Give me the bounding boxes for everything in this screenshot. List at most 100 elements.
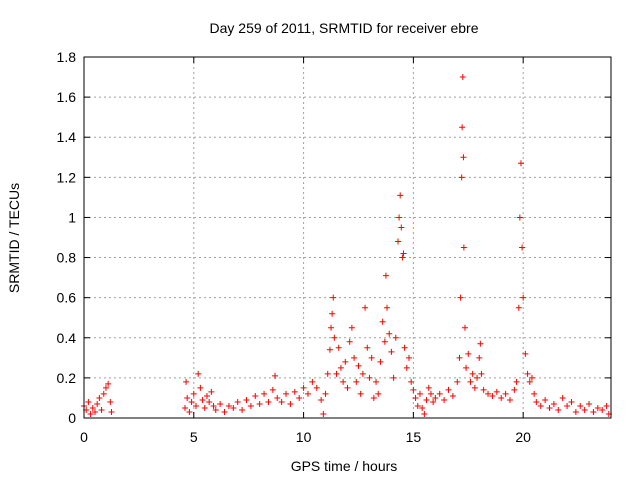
plot-frame	[83, 56, 612, 419]
data-point	[328, 324, 335, 331]
data-point	[493, 388, 500, 395]
data-point	[384, 304, 391, 311]
data-point	[85, 398, 92, 405]
data-point	[517, 160, 524, 167]
data-point	[326, 346, 333, 353]
data-point	[559, 394, 566, 401]
data-point	[370, 394, 377, 401]
data-point	[568, 398, 575, 405]
data-point	[105, 380, 112, 387]
data-point	[436, 390, 443, 397]
data-point	[261, 390, 268, 397]
data-point	[291, 388, 298, 395]
data-point	[256, 400, 263, 407]
data-point	[425, 384, 432, 391]
data-point	[449, 392, 456, 399]
data-point	[392, 334, 399, 341]
data-point	[467, 378, 474, 385]
data-point	[400, 250, 407, 257]
data-point	[313, 384, 320, 391]
data-point	[309, 378, 316, 385]
data-point	[542, 396, 549, 403]
y-axis-label: SRMTID / TECUs	[6, 183, 22, 293]
data-point	[225, 402, 232, 409]
data-point	[340, 378, 347, 385]
x-axis-label: GPS time / hours	[291, 458, 398, 474]
data-point	[272, 372, 279, 379]
data-point	[594, 404, 601, 411]
data-point	[192, 402, 199, 409]
data-point	[274, 394, 281, 401]
data-point	[182, 404, 189, 411]
data-point	[515, 304, 522, 311]
y-tick-label: 0.6	[57, 290, 77, 306]
data-point	[476, 354, 483, 361]
data-point	[221, 408, 228, 415]
data-point	[408, 378, 415, 385]
data-point	[430, 398, 437, 405]
grid	[84, 57, 611, 418]
data-point	[516, 214, 523, 221]
data-point	[388, 348, 395, 355]
data-point	[300, 384, 307, 391]
y-tick-label: 1	[68, 209, 76, 225]
data-point	[414, 402, 421, 409]
data-point	[206, 398, 213, 405]
data-point	[461, 324, 468, 331]
data-point	[87, 410, 94, 417]
data-point	[199, 396, 206, 403]
data-point	[230, 404, 237, 411]
data-point	[89, 404, 96, 411]
data-point	[102, 384, 109, 391]
data-point	[463, 364, 470, 371]
data-points	[81, 74, 612, 417]
data-point	[208, 388, 215, 395]
data-point	[324, 370, 331, 377]
data-point	[395, 238, 402, 245]
data-point	[342, 358, 349, 365]
data-point	[320, 410, 327, 417]
data-point	[337, 364, 344, 371]
data-point	[269, 386, 276, 393]
data-point	[373, 378, 380, 385]
data-point	[375, 390, 382, 397]
data-point	[364, 344, 371, 351]
data-point	[454, 378, 461, 385]
data-point	[460, 154, 467, 161]
data-point	[382, 272, 389, 279]
data-point	[603, 402, 610, 409]
data-point	[265, 398, 272, 405]
data-point	[533, 398, 540, 405]
data-point	[460, 244, 467, 251]
data-point	[195, 370, 202, 377]
data-point	[344, 384, 351, 391]
data-point	[287, 400, 294, 407]
data-point	[212, 406, 219, 413]
data-point	[217, 400, 224, 407]
data-point	[184, 394, 191, 401]
data-point	[465, 350, 472, 357]
data-point	[586, 400, 593, 407]
data-point	[445, 386, 452, 393]
data-point	[477, 340, 484, 347]
data-point	[335, 344, 342, 351]
data-point	[252, 392, 259, 399]
data-point	[577, 402, 584, 409]
data-point	[599, 406, 606, 413]
data-point	[398, 224, 405, 231]
data-point	[197, 384, 204, 391]
data-point	[96, 394, 103, 401]
data-point	[550, 400, 557, 407]
data-point	[386, 330, 393, 337]
data-point	[381, 338, 388, 345]
data-point	[519, 244, 526, 251]
data-point	[283, 390, 290, 397]
data-point	[234, 398, 241, 405]
data-point	[485, 390, 492, 397]
data-point	[537, 402, 544, 409]
data-point	[572, 408, 579, 415]
data-point	[427, 390, 434, 397]
data-point	[331, 334, 338, 341]
